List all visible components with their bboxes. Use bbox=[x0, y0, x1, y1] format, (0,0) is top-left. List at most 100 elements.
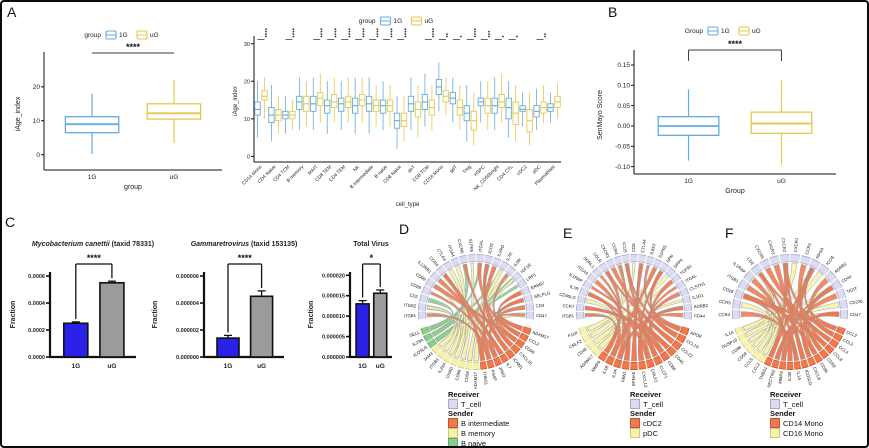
significance: **** bbox=[92, 42, 174, 54]
legend-swatch-icon bbox=[770, 399, 780, 410]
svg-text:uG: uG bbox=[150, 32, 159, 39]
gene-label: CLCF1 bbox=[658, 365, 669, 380]
significance: **** bbox=[75, 253, 113, 319]
gene-label: ITGA4 bbox=[447, 244, 457, 258]
celltype-label: NK bbox=[352, 164, 362, 174]
svg-text:****: **** bbox=[372, 28, 378, 38]
svg-text:uG: uG bbox=[752, 28, 761, 35]
gene-label: CXCR6 bbox=[457, 239, 465, 255]
x-tick-label: 1G bbox=[71, 363, 80, 370]
legend-label: pDC bbox=[643, 428, 659, 438]
gene-label: ITGB2 bbox=[404, 302, 417, 308]
gene-label: CTLA4 bbox=[436, 248, 448, 263]
gene-label: ICOSLG bbox=[804, 369, 813, 387]
gene-label: SELPLG bbox=[533, 290, 551, 299]
gene-label: ERBB2 bbox=[530, 280, 545, 290]
svg-text:*: * bbox=[512, 36, 518, 38]
gene-label: JAM3 bbox=[422, 351, 434, 363]
y-axis-title: iAge_index bbox=[15, 96, 22, 131]
chord-diagram-dc-to-tcell: ITGB1CCR7CD40LGIL7RIL1RAPITGA4SORL1LDLRC… bbox=[559, 238, 709, 388]
box-uG: uG bbox=[750, 80, 813, 185]
gene-label: CCL2 bbox=[528, 337, 541, 347]
gene-label: ITGA4 bbox=[576, 264, 589, 276]
gene-label: ICAM1 bbox=[512, 357, 525, 371]
x-tick-label: 1G bbox=[88, 174, 97, 181]
bar-1G: 1G bbox=[62, 321, 89, 370]
gene-label: IL7 bbox=[505, 362, 513, 370]
panel-label-d: D bbox=[399, 221, 410, 237]
y-axis-title: Fraction bbox=[308, 301, 315, 329]
gene-label: CXCL8 bbox=[812, 366, 822, 381]
gene-label: CCR4 bbox=[718, 312, 731, 318]
gene-label: CCR4 bbox=[611, 243, 619, 256]
bar-title: Gammaretrovirus (taxid 153135) bbox=[191, 241, 298, 248]
gene-label: CCL8 bbox=[832, 351, 844, 363]
gene-label: ITGB1 bbox=[562, 313, 575, 319]
panel-label-a: A bbox=[7, 4, 17, 20]
svg-text:****: **** bbox=[289, 28, 295, 38]
gene-label: FBN1 bbox=[620, 370, 627, 382]
plot-legend: group 1G uG bbox=[359, 16, 433, 26]
celltype-label: Treg bbox=[462, 164, 473, 175]
y-tick-label: 0.000002 bbox=[176, 328, 199, 334]
plot-legend: Group 1G uG bbox=[685, 26, 761, 36]
svg-text:****: **** bbox=[428, 28, 434, 38]
y-tick-label: 0.000005 bbox=[322, 335, 345, 341]
legend-receiver-title: Receiver bbox=[770, 390, 802, 399]
gene-label: CCL4 bbox=[838, 344, 850, 355]
legend-item-sender: CD14 Mono bbox=[770, 418, 824, 429]
gene-label: CHAD bbox=[445, 366, 454, 379]
x-axis-title: cell_type bbox=[396, 202, 420, 208]
bar-uG: uG bbox=[372, 289, 388, 370]
y-tick-label: 0.0004 bbox=[28, 301, 46, 307]
gene-label: CXCR2 bbox=[781, 238, 787, 254]
box-1G: 1G bbox=[64, 93, 120, 181]
gene-label: IL7R bbox=[505, 251, 514, 261]
gene-label: CCL19 bbox=[685, 339, 700, 350]
svg-text:1G: 1G bbox=[721, 28, 730, 35]
legend-label: T_cell bbox=[783, 399, 804, 409]
svg-text:****: **** bbox=[331, 28, 337, 38]
x-axis-title: Group bbox=[725, 188, 745, 195]
gene-label: CD44 bbox=[694, 313, 706, 319]
y-tick-label: 0.000004 bbox=[176, 301, 200, 307]
legend-receiver-title: Receiver bbox=[630, 390, 662, 399]
significance: **** bbox=[227, 253, 263, 333]
plot-legend: group 1G uG bbox=[84, 30, 159, 40]
gene-label: CCR4 bbox=[428, 255, 440, 268]
y-tick-label: 0.000006 bbox=[176, 274, 199, 280]
gene-label: CCR7 bbox=[562, 303, 575, 309]
gene-label: ADRB2 bbox=[833, 261, 848, 275]
x-tick-label: uG bbox=[257, 363, 266, 370]
gene-label: CTLA4 bbox=[640, 238, 647, 253]
gene-label: EFNA5 bbox=[631, 371, 636, 385]
panel-label-f: F bbox=[725, 225, 734, 241]
svg-text:**: ** bbox=[540, 33, 546, 38]
y-tick-label: 0 bbox=[36, 152, 40, 159]
gene-label: JAM3 bbox=[498, 366, 507, 379]
legend-label: CD16 Mono bbox=[783, 428, 824, 438]
celltype-label: gdT bbox=[449, 164, 459, 174]
svg-text:****: **** bbox=[358, 28, 364, 38]
legend-label: CD14 Mono bbox=[783, 418, 824, 428]
legend-item-sender: pDC bbox=[630, 428, 663, 439]
bar-1G: 1G bbox=[216, 334, 240, 370]
chord-ribbons bbox=[584, 262, 684, 362]
gene-label: CD28 bbox=[722, 286, 735, 295]
gene-label: SPN bbox=[665, 253, 674, 263]
gene-label: CD58 bbox=[826, 357, 837, 369]
svg-text:1G: 1G bbox=[119, 32, 128, 39]
legend-swatch-icon bbox=[448, 418, 458, 429]
gene-label: ITGAL bbox=[684, 273, 698, 284]
x-tick-label: uG bbox=[376, 363, 385, 370]
significance: **** bbox=[688, 39, 782, 61]
svg-text:****: **** bbox=[126, 42, 141, 52]
legend-sender-title: Sender bbox=[448, 409, 474, 419]
chord-segments bbox=[731, 254, 849, 370]
y-tick-label: 0.000010 bbox=[322, 314, 345, 320]
legend-swatch-icon bbox=[630, 399, 640, 410]
gene-label: CCL3 bbox=[842, 337, 855, 347]
gene-label: ITGB1 bbox=[404, 313, 417, 319]
axes: -0.10 -0.05 0.00 0.05 0.10 0.15 bbox=[615, 50, 836, 175]
